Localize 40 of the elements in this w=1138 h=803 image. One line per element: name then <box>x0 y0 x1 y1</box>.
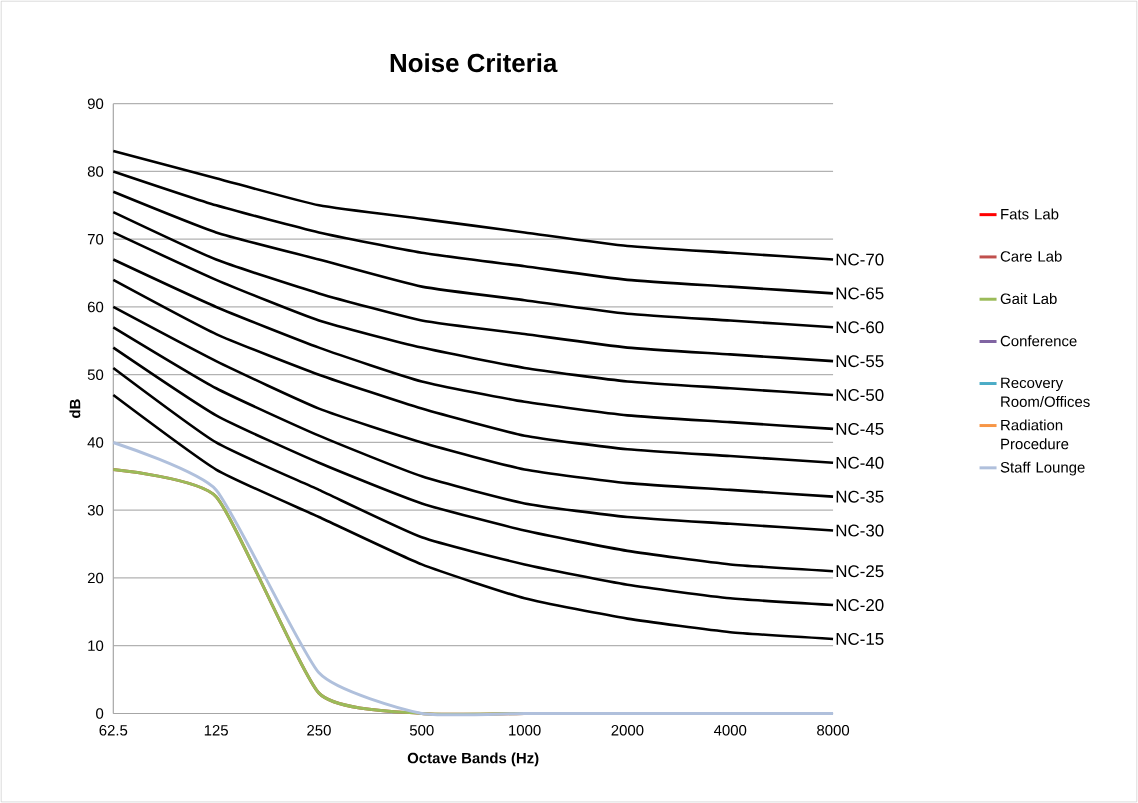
x-tick-label: 62.5 <box>99 724 128 736</box>
x-tick-label: 250 <box>307 724 331 736</box>
annotation: NC-60 <box>836 321 884 334</box>
x-tick-label: 1000 <box>509 724 541 736</box>
chart-title: Noise Criteria <box>390 53 558 73</box>
annotation: NC-35 <box>836 490 884 503</box>
annotation: NC-20 <box>836 599 884 612</box>
annotation: NC-50 <box>836 388 884 401</box>
legend-label: Conference <box>1000 335 1077 347</box>
annotation: NC-45 <box>836 422 884 435</box>
y-tick-label: 10 <box>88 640 104 651</box>
annotation: NC-70 <box>836 253 884 266</box>
y-tick-label: 70 <box>87 233 104 245</box>
x-axis-title: Octave Bands (Hz) <box>407 752 539 767</box>
annotation: NC-65 <box>836 287 884 300</box>
x-tick-label: 500 <box>409 724 434 736</box>
annotation: NC-25 <box>836 565 884 578</box>
y-axis-title: dB <box>69 399 81 418</box>
x-tick-label: 125 <box>204 724 228 736</box>
y-tick-label: 0 <box>96 708 104 719</box>
annotation: NC-15 <box>836 632 884 645</box>
legend-label: Staff Lounge <box>1000 461 1085 476</box>
annotation: NC-30 <box>836 524 884 537</box>
legend-label: Fats Lab <box>1001 208 1059 220</box>
annotation: NC-40 <box>836 456 884 469</box>
y-tick-label: 20 <box>87 572 104 584</box>
annotation: NC-55 <box>836 355 884 368</box>
legend-label: Gait Lab <box>1000 293 1057 304</box>
y-tick-label: 90 <box>87 98 104 109</box>
legend-label: Care Lab <box>1000 250 1062 262</box>
x-tick-label: 2000 <box>611 724 644 736</box>
legend-label: Radiation Procedure <box>1001 419 1069 450</box>
y-tick-label: 30 <box>87 504 104 516</box>
legend-label: Recovery Room/Offices <box>1001 377 1090 407</box>
y-tick-label: 50 <box>87 369 104 380</box>
y-tick-label: 40 <box>87 437 104 448</box>
x-tick-label: 8000 <box>817 724 850 736</box>
y-tick-label: 80 <box>87 166 104 177</box>
x-tick-label: 4000 <box>713 724 747 736</box>
y-tick-label: 60 <box>87 301 104 313</box>
